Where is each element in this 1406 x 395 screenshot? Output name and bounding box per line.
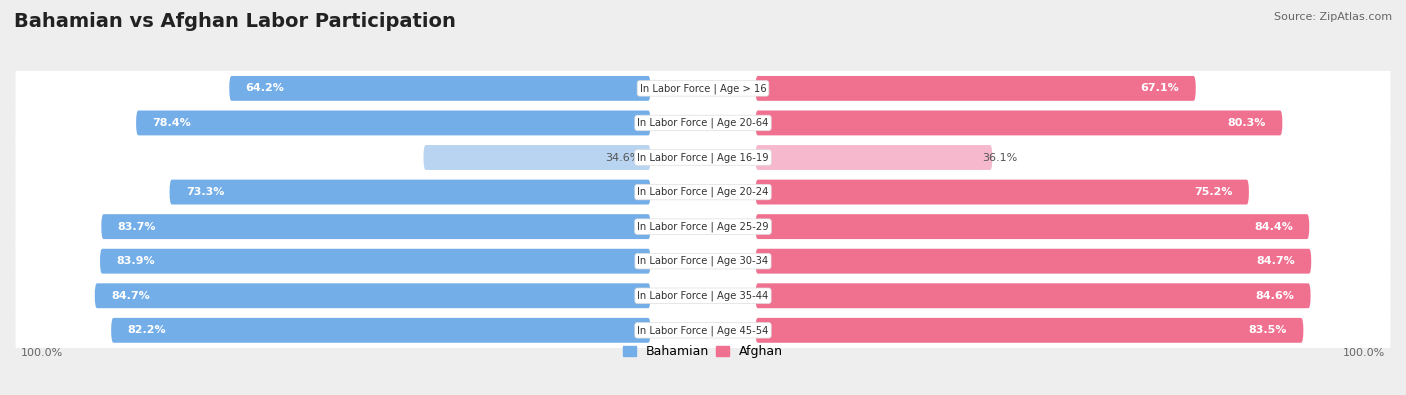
FancyBboxPatch shape <box>15 235 1391 288</box>
FancyBboxPatch shape <box>755 76 1195 101</box>
Text: 84.7%: 84.7% <box>1256 256 1295 266</box>
FancyBboxPatch shape <box>15 270 1391 322</box>
FancyBboxPatch shape <box>15 62 1391 115</box>
FancyBboxPatch shape <box>136 111 651 135</box>
Text: In Labor Force | Age 25-29: In Labor Force | Age 25-29 <box>637 221 769 232</box>
Text: 67.1%: 67.1% <box>1140 83 1180 93</box>
Text: In Labor Force | Age 45-54: In Labor Force | Age 45-54 <box>637 325 769 336</box>
FancyBboxPatch shape <box>15 200 1391 253</box>
Text: 73.3%: 73.3% <box>186 187 225 197</box>
Text: 83.9%: 83.9% <box>117 256 155 266</box>
Text: Bahamian vs Afghan Labor Participation: Bahamian vs Afghan Labor Participation <box>14 12 456 31</box>
Text: 36.1%: 36.1% <box>983 152 1018 162</box>
Text: 34.6%: 34.6% <box>606 152 641 162</box>
FancyBboxPatch shape <box>755 318 1303 343</box>
FancyBboxPatch shape <box>423 145 651 170</box>
FancyBboxPatch shape <box>755 283 1310 308</box>
FancyBboxPatch shape <box>111 318 651 343</box>
FancyBboxPatch shape <box>229 76 651 101</box>
Text: In Labor Force | Age > 16: In Labor Force | Age > 16 <box>640 83 766 94</box>
FancyBboxPatch shape <box>15 63 1391 114</box>
Text: In Labor Force | Age 30-34: In Labor Force | Age 30-34 <box>637 256 769 267</box>
FancyBboxPatch shape <box>15 167 1391 218</box>
FancyBboxPatch shape <box>755 214 1309 239</box>
Text: 83.7%: 83.7% <box>118 222 156 231</box>
Legend: Bahamian, Afghan: Bahamian, Afghan <box>619 340 787 363</box>
Text: 75.2%: 75.2% <box>1194 187 1233 197</box>
Text: 100.0%: 100.0% <box>21 348 63 357</box>
Text: 82.2%: 82.2% <box>128 325 166 335</box>
FancyBboxPatch shape <box>15 97 1391 149</box>
FancyBboxPatch shape <box>15 132 1391 183</box>
Text: Source: ZipAtlas.com: Source: ZipAtlas.com <box>1274 12 1392 22</box>
Text: 83.5%: 83.5% <box>1249 325 1286 335</box>
Text: 78.4%: 78.4% <box>152 118 191 128</box>
Text: 84.6%: 84.6% <box>1256 291 1294 301</box>
FancyBboxPatch shape <box>94 283 651 308</box>
FancyBboxPatch shape <box>15 201 1391 252</box>
FancyBboxPatch shape <box>755 180 1249 205</box>
FancyBboxPatch shape <box>15 269 1391 322</box>
FancyBboxPatch shape <box>170 180 651 205</box>
FancyBboxPatch shape <box>755 111 1282 135</box>
FancyBboxPatch shape <box>15 305 1391 356</box>
FancyBboxPatch shape <box>755 145 993 170</box>
Text: 84.4%: 84.4% <box>1254 222 1294 231</box>
FancyBboxPatch shape <box>15 131 1391 184</box>
Text: In Labor Force | Age 20-24: In Labor Force | Age 20-24 <box>637 187 769 198</box>
Text: 84.7%: 84.7% <box>111 291 150 301</box>
FancyBboxPatch shape <box>100 249 651 274</box>
Text: 100.0%: 100.0% <box>1343 348 1385 357</box>
FancyBboxPatch shape <box>15 235 1391 287</box>
FancyBboxPatch shape <box>15 166 1391 218</box>
Text: In Labor Force | Age 20-64: In Labor Force | Age 20-64 <box>637 118 769 128</box>
FancyBboxPatch shape <box>15 304 1391 357</box>
Text: 64.2%: 64.2% <box>246 83 284 93</box>
Text: 80.3%: 80.3% <box>1227 118 1265 128</box>
Text: In Labor Force | Age 16-19: In Labor Force | Age 16-19 <box>637 152 769 163</box>
FancyBboxPatch shape <box>755 249 1312 274</box>
Text: In Labor Force | Age 35-44: In Labor Force | Age 35-44 <box>637 290 769 301</box>
FancyBboxPatch shape <box>101 214 651 239</box>
FancyBboxPatch shape <box>15 97 1391 149</box>
